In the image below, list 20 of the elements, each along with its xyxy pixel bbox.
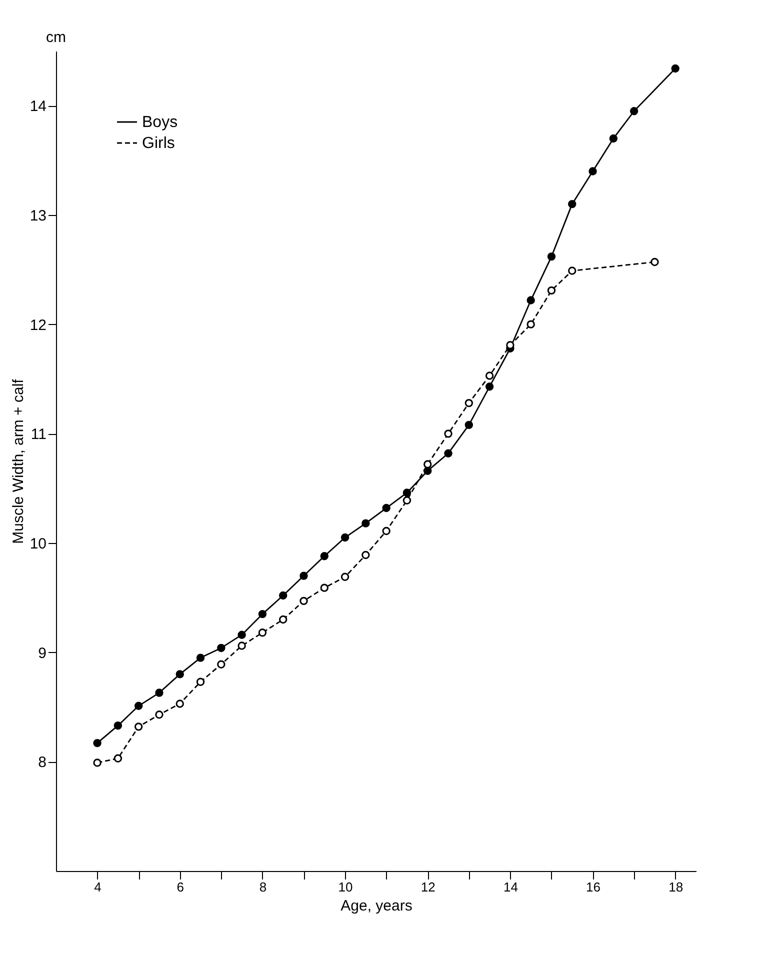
x-axis-title: Age, years	[340, 898, 412, 914]
x-tick-label: 6	[176, 880, 184, 894]
y-tick-label: 10	[30, 536, 46, 552]
text: cm	[46, 29, 66, 46]
y-tick-label: 11	[30, 426, 46, 444]
y-tick-label: 14	[30, 98, 46, 116]
x-tick-label: 14	[503, 880, 518, 894]
y-axis-title: Muscle Width, arm + calf	[10, 378, 27, 544]
x-tick-label: 16	[586, 880, 601, 894]
y-tick-label: 13	[30, 208, 46, 224]
legend-label: Boys	[142, 114, 178, 131]
y-tick-label: 8	[38, 754, 46, 772]
x-tick-label: 12	[420, 880, 436, 894]
x-tick-label: 4	[94, 880, 102, 894]
x-tick-label: 18	[668, 880, 684, 894]
x-tick-label: 10	[338, 880, 353, 894]
y-tick-label: 12	[30, 316, 46, 334]
legend-label: Girls	[142, 135, 175, 152]
x-tick-label: 8	[259, 880, 267, 894]
y-tick-label: 9	[38, 644, 46, 662]
